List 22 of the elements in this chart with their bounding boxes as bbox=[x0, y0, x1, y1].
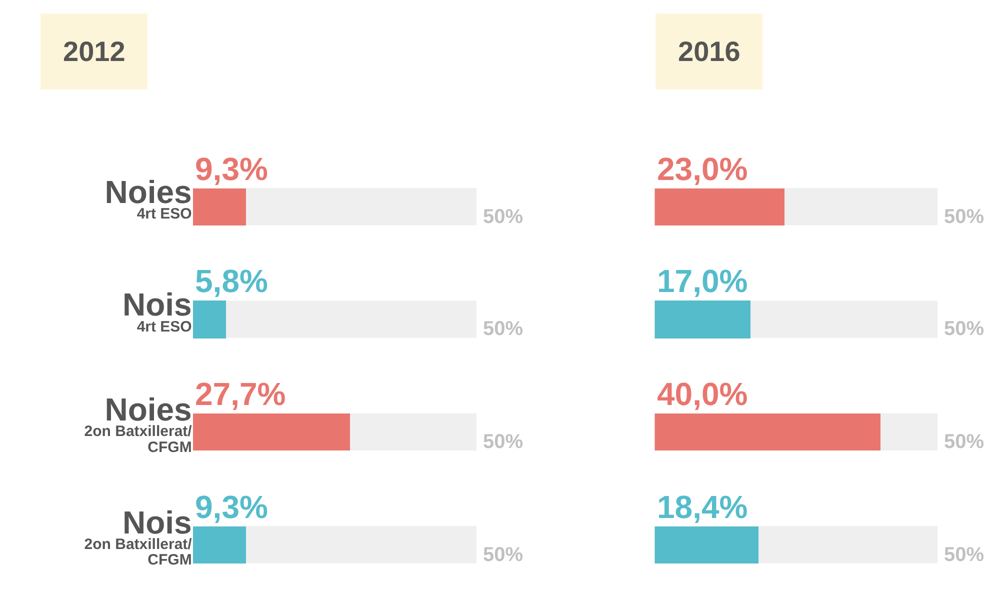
chart-title: 2016 bbox=[678, 36, 740, 67]
data-label: 9,3% bbox=[195, 489, 268, 525]
chart-title: 2012 bbox=[63, 36, 126, 67]
y-tick-label: Nois 4rt ESO bbox=[122, 286, 192, 336]
data-label: 9,3% bbox=[195, 151, 268, 187]
y-tick-label: Noies 2on Batxillerat/ CFGM bbox=[84, 392, 193, 456]
text: 50% bbox=[483, 206, 524, 228]
y-tick-label: Noies 4rt ESO bbox=[104, 174, 192, 223]
text: 50% bbox=[944, 318, 984, 340]
text: 50% bbox=[944, 544, 984, 566]
text: 50% bbox=[944, 431, 984, 453]
text: 50% bbox=[483, 431, 524, 453]
text: 50% bbox=[944, 206, 984, 228]
y-tick-label: Nois 2on Batxillerat/ CFGM bbox=[84, 504, 193, 568]
text: 50% bbox=[483, 544, 524, 566]
text: 50% bbox=[483, 318, 524, 340]
data-label: 18,4% bbox=[657, 489, 748, 525]
data-label: 40,0% bbox=[657, 376, 748, 412]
data-label: 5,8% bbox=[195, 263, 268, 299]
data-label: 17,0% bbox=[657, 263, 748, 299]
data-label: 23,0% bbox=[657, 151, 748, 187]
data-label: 27,7% bbox=[195, 376, 286, 412]
